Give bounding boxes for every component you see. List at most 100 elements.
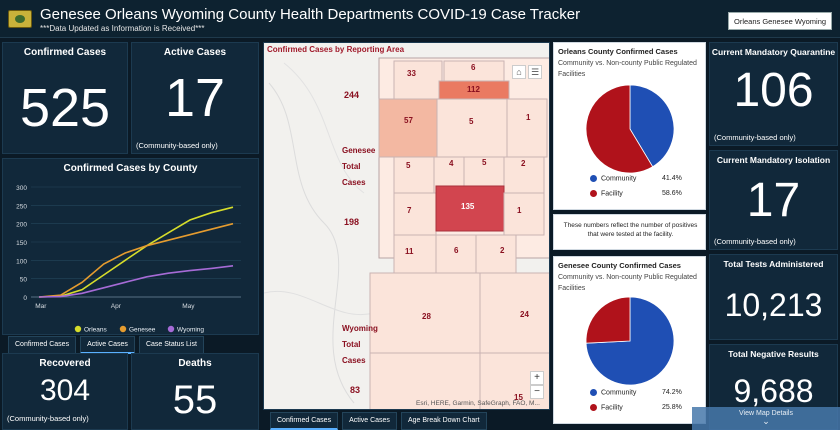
page-subtitle: ***Data Updated as Information is Receiv…: [40, 24, 205, 33]
quarantine-title: Current Mandatory Quarantine: [711, 47, 836, 57]
legend-swatch-genesee: [119, 325, 127, 333]
y-tick-label: 50: [20, 277, 28, 284]
tab-map-active-cases[interactable]: Active Cases: [342, 412, 397, 430]
facility-swatch: [590, 190, 597, 197]
area-value: 15: [514, 393, 523, 402]
page-title: Genesee Orleans Wyoming County Health De…: [40, 6, 581, 23]
zoom-in-button[interactable]: +: [530, 371, 544, 385]
orleans-pie-subtitle: Community vs. Non-county Public Regulate…: [558, 60, 697, 78]
county-selector[interactable]: Orleans Genesee Wyoming: [728, 12, 832, 30]
recovered-value: 304: [39, 374, 91, 407]
view-map-details-button[interactable]: View Map Details ⌄: [692, 407, 840, 430]
facility-note: These numbers reflect the number of posi…: [563, 222, 698, 238]
legend-swatch-wyoming: [167, 325, 175, 333]
area-value: 6: [454, 246, 459, 255]
isolation-title: Current Mandatory Isolation: [716, 155, 831, 165]
facility-slice[interactable]: [585, 84, 654, 174]
genesee-label-line: Genesee: [342, 146, 376, 155]
genesee-pie-panel: Genesee County Confirmed Cases Community…: [553, 256, 706, 424]
recovered-title: Recovered: [39, 358, 91, 369]
y-tick-label: 250: [16, 203, 27, 210]
isolation-panel: Current Mandatory Isolation 17 (Communit…: [709, 150, 838, 250]
y-tick-label: 0: [23, 295, 27, 302]
area-value: 5: [406, 161, 411, 170]
y-tick-label: 200: [16, 222, 27, 229]
tab-age-break-down-chart[interactable]: Age Break Down Chart: [400, 412, 487, 430]
area-value: 7: [407, 206, 412, 215]
tab-case-status-list[interactable]: Case Status List: [138, 336, 204, 354]
layers-list-icon[interactable]: ☰: [528, 65, 542, 79]
genesee-label-line: Cases: [342, 178, 366, 187]
genesee-pie-subtitle: Community vs. Non-county Public Regulate…: [558, 274, 697, 292]
area-value: 244: [344, 90, 360, 100]
area-value: 135: [461, 202, 475, 211]
series-line-genesee: [38, 222, 234, 298]
community-swatch: [590, 389, 597, 396]
orleans-facility-pct: 58.6%: [662, 190, 682, 197]
tab-map-confirmed-cases[interactable]: Confirmed Cases: [270, 412, 339, 430]
area-value: 198: [344, 217, 360, 227]
active-cases-title: Active Cases: [163, 47, 227, 58]
community-slice[interactable]: [629, 84, 675, 168]
y-tick-label: 150: [16, 240, 27, 247]
area-value: 2: [521, 159, 526, 168]
area-value: 28: [422, 312, 431, 321]
orleans-community-pct: 41.4%: [662, 175, 682, 182]
tab-confirmed-cases[interactable]: Confirmed Cases: [8, 336, 77, 354]
wyoming-label-line: Cases: [342, 356, 366, 365]
recovered-note: (Community-based only): [7, 414, 89, 423]
series-line-orleans: [38, 206, 234, 298]
facility-note-panel: These numbers reflect the number of posi…: [553, 214, 706, 250]
active-cases-value: 17: [164, 68, 226, 128]
tests-title: Total Tests Administered: [723, 259, 824, 269]
genesee-legend-facility: Facility: [590, 404, 623, 411]
legend-label: Wyoming: [177, 327, 204, 334]
series-line-wyoming: [38, 265, 234, 298]
genesee-facility-pct: 25.8%: [662, 404, 682, 411]
deaths-value: 55: [172, 378, 218, 422]
home-icon[interactable]: ⌂: [512, 65, 526, 79]
quarantine-value: 106: [733, 64, 814, 117]
orleans-legend-community: Community: [590, 175, 636, 182]
orleans-pie-chart: [585, 84, 675, 174]
map-attribution: Esri, HERE, Garmin, SafeGraph, FAO, M...: [416, 400, 540, 407]
orleans-legend-facility: Facility: [590, 190, 623, 197]
map-title: Confirmed Cases by Reporting Area: [267, 45, 405, 54]
orleans-pie-panel: Orleans County Confirmed Cases Community…: [553, 42, 706, 210]
area-value: 11: [405, 247, 414, 256]
isolation-value: 17: [746, 174, 801, 227]
area-value: 1: [517, 206, 522, 215]
view-map-details-label: View Map Details: [739, 410, 793, 417]
confirmed-cases-panel: Confirmed Cases 525: [2, 42, 128, 154]
x-tick-label: May: [182, 303, 195, 310]
genesee-pie-chart: [585, 296, 675, 386]
header-bar: Genesee Orleans Wyoming County Health De…: [0, 0, 840, 38]
genesee-total-label: Genesee Total Cases: [342, 143, 375, 191]
legend-label: Genesee: [129, 327, 156, 334]
facility-slice[interactable]: [585, 296, 631, 344]
chart-tabs: Confirmed Cases Active Cases Case Status…: [8, 336, 204, 354]
reporting-area-map[interactable]: Confirmed Cases by Reporting Area ⌂ ☰ + …: [263, 42, 550, 410]
health-department-logo: [8, 10, 32, 28]
x-tick-label: Apr: [111, 303, 122, 310]
tab-active-cases[interactable]: Active Cases: [80, 336, 135, 354]
chevron-down-icon: ⌄: [762, 416, 770, 426]
active-cases-note: (Community-based only): [136, 141, 218, 150]
cases-by-county-panel: Confirmed Cases by County 300 250 200 150 10…: [2, 158, 259, 335]
isolation-note: (Community-based only): [714, 237, 796, 246]
recovered-panel: Recovered 304 (Community-based only): [2, 353, 128, 430]
quarantine-panel: Current Mandatory Quarantine 106 (Commun…: [709, 42, 838, 146]
zoom-out-button[interactable]: −: [530, 385, 544, 399]
tests-value: 10,213: [724, 287, 823, 323]
quarantine-note: (Community-based only): [714, 133, 796, 142]
wyoming-label-line: Wyoming: [342, 324, 378, 333]
area-value: 57: [404, 116, 413, 125]
cases-by-county-chart: 300 250 200 150 100 50 0 Mar Apr May Orleans Genese…: [16, 185, 241, 334]
area-value: 2: [500, 246, 505, 255]
negative-value: 9,688: [733, 373, 814, 409]
facility-swatch: [590, 404, 597, 411]
area-value: 4: [449, 159, 454, 168]
active-cases-panel: Active Cases 17 (Community-based only): [131, 42, 259, 154]
area-value: 33: [407, 69, 416, 78]
wyoming-total-label: Wyoming Total Cases: [342, 321, 378, 369]
